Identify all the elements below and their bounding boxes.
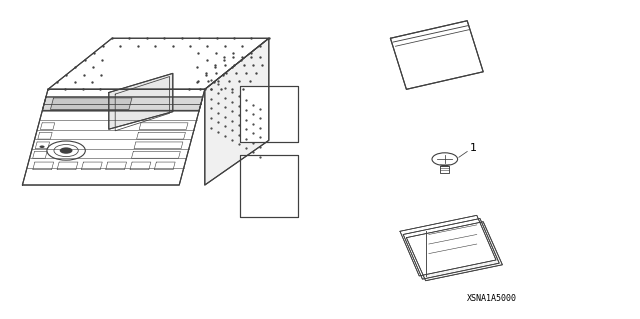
- Text: XSNA1A5000: XSNA1A5000: [467, 294, 517, 303]
- Polygon shape: [390, 21, 483, 89]
- Polygon shape: [240, 155, 298, 217]
- Polygon shape: [109, 73, 173, 129]
- Polygon shape: [48, 38, 269, 89]
- Polygon shape: [22, 89, 205, 185]
- Text: 1: 1: [470, 143, 477, 153]
- Polygon shape: [406, 222, 502, 281]
- Polygon shape: [51, 98, 132, 109]
- Polygon shape: [403, 219, 499, 279]
- Circle shape: [60, 147, 72, 154]
- Polygon shape: [240, 86, 298, 142]
- Circle shape: [40, 145, 45, 148]
- Polygon shape: [42, 97, 203, 110]
- Polygon shape: [205, 38, 269, 185]
- Polygon shape: [400, 215, 496, 276]
